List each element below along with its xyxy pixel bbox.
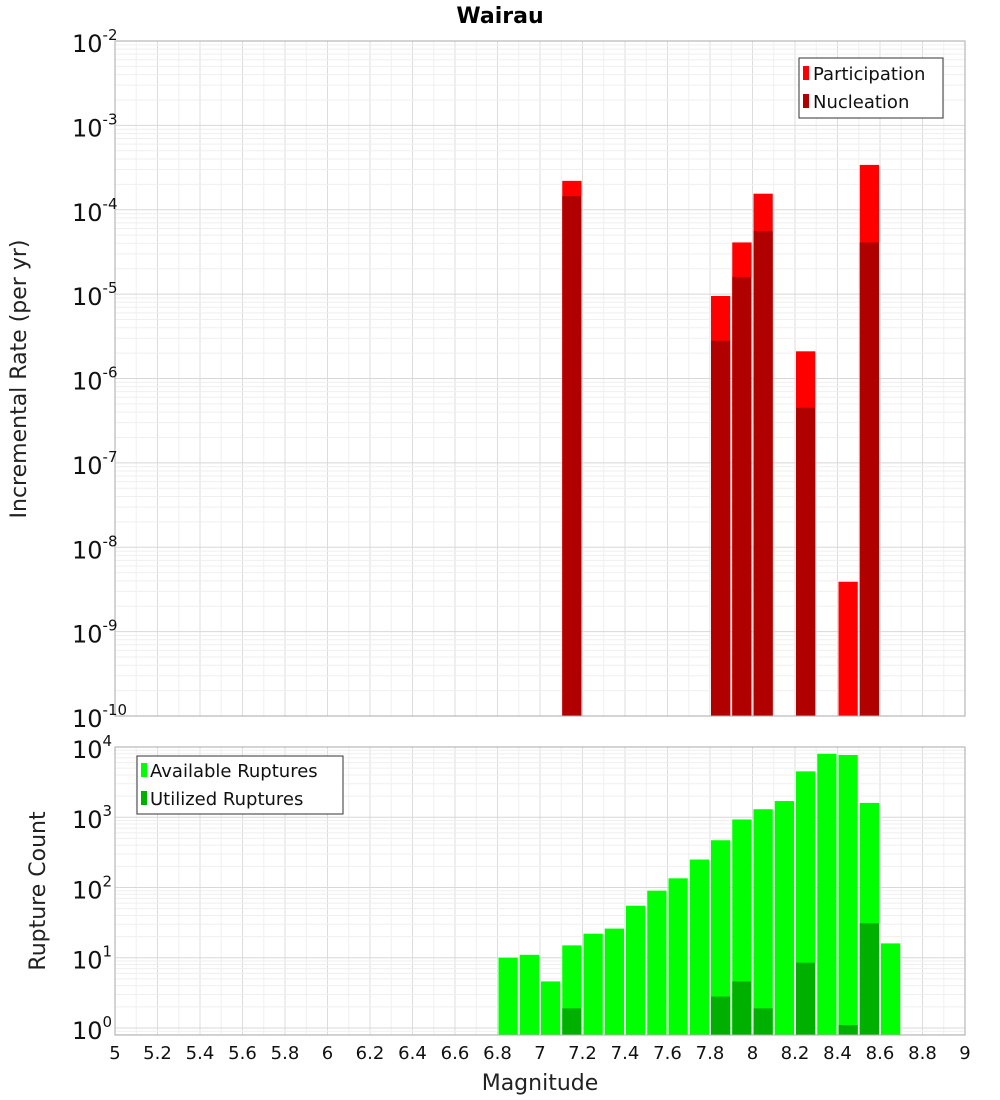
y-tick-label: 102 bbox=[72, 872, 112, 904]
x-tick-label: 5.2 bbox=[143, 1043, 172, 1064]
y-tick-label: 100 bbox=[72, 1013, 112, 1045]
legend-label-nucleation: Nucleation bbox=[813, 92, 909, 113]
x-tick-label: 7 bbox=[534, 1043, 545, 1064]
x-tick-label: 7.4 bbox=[611, 1043, 640, 1064]
y-tick-label: 101 bbox=[72, 943, 112, 975]
available-ruptures-bar bbox=[583, 933, 603, 1035]
available-ruptures-bar bbox=[881, 943, 901, 1035]
y-tick-label: 103 bbox=[72, 802, 112, 834]
legend-label-participation: Participation bbox=[813, 64, 925, 85]
available-ruptures-bar bbox=[753, 809, 773, 1035]
x-tick-label: 6.6 bbox=[441, 1043, 470, 1064]
nucleation-bar bbox=[562, 196, 582, 716]
legend-label-available-ruptures: Available Ruptures bbox=[150, 761, 318, 782]
nucleation-bar bbox=[711, 340, 731, 716]
chart-title: Wairau bbox=[456, 4, 543, 29]
nucleation-bar bbox=[753, 230, 773, 716]
y-tick-label: 10-3 bbox=[72, 110, 118, 142]
available-ruptures-bar bbox=[519, 954, 539, 1035]
x-tick-label: 7.6 bbox=[653, 1043, 682, 1064]
y-tick-label: 10-8 bbox=[72, 532, 118, 564]
y-tick-label: 10-2 bbox=[72, 26, 118, 58]
x-tick-label: 8 bbox=[747, 1043, 758, 1064]
x-tick-label: 8.2 bbox=[781, 1043, 810, 1064]
legend-box bbox=[798, 57, 944, 119]
y-tick-label: 104 bbox=[72, 732, 112, 764]
x-ticks: 5 5.2 5.4 5.6 5.8 6 6.2 6.4 6.6 6.8 7 7.2 7.4 7.6 7.8 8… bbox=[109, 1043, 970, 1064]
x-tick-label: 5.4 bbox=[186, 1043, 215, 1064]
rate-plot-y-axis-label: Incremental Rate (per yr) bbox=[7, 240, 32, 519]
rate-plot-y-ticks: 10-10 10-9 10-8 10-7 10-6 10-5 10-4 10-3 10-2 bbox=[72, 26, 127, 733]
y-tick-label: 10-4 bbox=[72, 195, 118, 227]
legend-box bbox=[136, 755, 344, 815]
available-ruptures-bar bbox=[604, 928, 624, 1035]
x-tick-label: 5 bbox=[109, 1043, 120, 1064]
rate-plot-bars bbox=[562, 164, 879, 716]
count-plot-frame bbox=[114, 746, 966, 1036]
nucleation-bar bbox=[732, 276, 752, 716]
available-ruptures-bar bbox=[711, 840, 731, 1035]
nucleation-bar bbox=[859, 242, 879, 716]
rate-plot-grid bbox=[114, 41, 966, 717]
utilized-ruptures-bar bbox=[838, 1025, 858, 1035]
utilized-ruptures-bar bbox=[732, 981, 752, 1035]
available-ruptures-bar bbox=[498, 957, 518, 1035]
available-ruptures-bar bbox=[774, 801, 794, 1035]
x-tick-label: 5.6 bbox=[228, 1043, 257, 1064]
available-ruptures-bar bbox=[541, 981, 561, 1035]
y-tick-label: 10-7 bbox=[72, 448, 118, 480]
y-tick-label: 10-9 bbox=[72, 617, 118, 649]
legend-swatch-nucleation bbox=[803, 94, 809, 108]
count-plot-y-axis-label: Rupture Count bbox=[26, 811, 51, 971]
x-tick-label: 6.8 bbox=[483, 1043, 512, 1064]
count-plot-bars bbox=[498, 753, 901, 1035]
count-plot-y-ticks: 100 101 102 103 104 bbox=[72, 732, 112, 1045]
available-ruptures-bar bbox=[838, 754, 858, 1035]
available-ruptures-bar bbox=[626, 905, 646, 1035]
y-tick-label: 10-6 bbox=[72, 364, 118, 396]
x-tick-label: 6 bbox=[322, 1043, 333, 1064]
y-tick-label: 10-10 bbox=[72, 701, 127, 733]
rate-plot-frame bbox=[114, 40, 966, 717]
utilized-ruptures-bar bbox=[753, 1008, 773, 1035]
x-tick-label: 6.2 bbox=[356, 1043, 385, 1064]
x-tick-label: 8.8 bbox=[908, 1043, 937, 1064]
available-ruptures-bar bbox=[647, 890, 667, 1035]
x-tick-label: 9 bbox=[959, 1043, 970, 1064]
nucleation-bar bbox=[796, 407, 816, 716]
legend-swatch-utilized-ruptures bbox=[141, 791, 147, 805]
utilized-ruptures-bar bbox=[562, 1008, 582, 1035]
legend-label-utilized-ruptures: Utilized Ruptures bbox=[150, 789, 303, 810]
x-tick-label: 5.8 bbox=[271, 1043, 300, 1064]
utilized-ruptures-bar bbox=[796, 962, 816, 1035]
count-plot-legend: Available Ruptures Utilized Ruptures bbox=[136, 755, 344, 815]
participation-bar bbox=[838, 581, 858, 716]
legend-swatch-available-ruptures bbox=[141, 763, 147, 777]
utilized-ruptures-bar bbox=[859, 923, 879, 1035]
x-tick-label: 7.2 bbox=[568, 1043, 597, 1064]
x-tick-label: 6.4 bbox=[398, 1043, 427, 1064]
available-ruptures-bar bbox=[817, 753, 837, 1035]
utilized-ruptures-bar bbox=[711, 996, 731, 1035]
x-tick-label: 8.4 bbox=[823, 1043, 852, 1064]
x-tick-label: 8.6 bbox=[866, 1043, 895, 1064]
rate-plot-legend: Participation Nucleation bbox=[798, 57, 944, 119]
x-tick-label: 7.8 bbox=[696, 1043, 725, 1064]
available-ruptures-bar bbox=[668, 878, 688, 1035]
y-tick-label: 10-5 bbox=[72, 279, 118, 311]
legend-swatch-participation bbox=[803, 66, 809, 80]
available-ruptures-bar bbox=[732, 819, 752, 1035]
x-axis-label: Magnitude bbox=[482, 1071, 599, 1096]
available-ruptures-bar bbox=[689, 859, 709, 1035]
